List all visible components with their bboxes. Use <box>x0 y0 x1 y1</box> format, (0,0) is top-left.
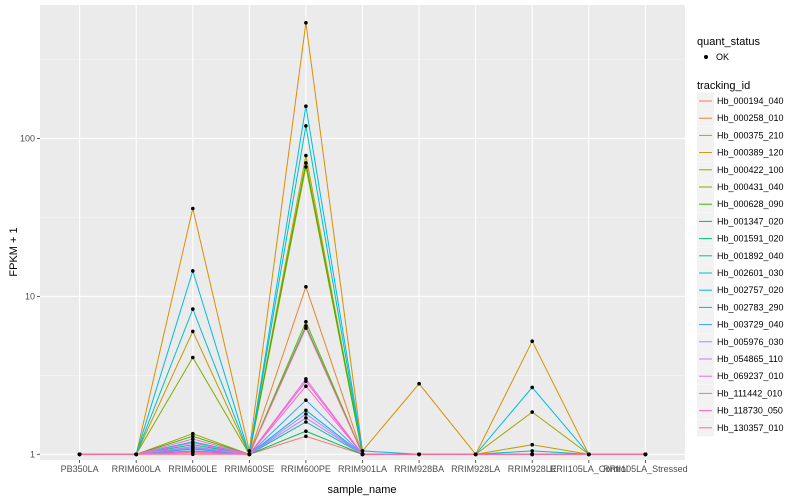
data-point <box>304 434 308 439</box>
x-tick-label: RRIM600PE <box>281 464 331 474</box>
legend-label-hb-001591-020: Hb_001591_020 <box>717 234 784 244</box>
data-point <box>360 449 365 453</box>
data-point <box>304 124 308 128</box>
data-point <box>304 429 308 434</box>
x-tick-label: RRIM928LA <box>451 464 500 474</box>
legend-items: Hb_000194_040 Hb_000258_010 Hb_000375_210 H… <box>697 92 784 437</box>
legend-label-hb-130357-010: Hb_130357_010 <box>717 423 784 433</box>
data-point <box>304 104 308 108</box>
data-point <box>530 442 534 447</box>
y-axis-title: FPKM + 1 <box>8 227 20 276</box>
legend-label-hb-005976-030: Hb_005976_030 <box>717 337 784 347</box>
data-point <box>247 449 252 453</box>
legend-label-hb-001892-040: Hb_001892_040 <box>717 251 784 261</box>
legend-label-hb-054865-110: Hb_054865_110 <box>717 354 783 364</box>
legend-label-hb-002757-020: Hb_002757_020 <box>717 285 784 295</box>
legend-label-ok: OK <box>716 52 729 62</box>
data-point <box>191 452 195 457</box>
legend-label-hb-111442-010: Hb_111442_010 <box>717 388 782 398</box>
data-point <box>304 408 308 413</box>
legend-label-hb-000375-210: Hb_000375_210 <box>717 130 784 140</box>
x-tick-label: RRII105LA_Control <box>550 464 628 474</box>
data-point <box>530 449 534 453</box>
legend-title-tracking-id: tracking_id <box>697 80 750 92</box>
data-point <box>191 206 195 211</box>
data-point <box>191 431 195 436</box>
data-point <box>191 355 195 360</box>
data-point <box>304 161 308 165</box>
x-axis-title: sample_name <box>327 484 396 496</box>
data-point <box>191 307 195 311</box>
data-point <box>417 452 421 457</box>
legend-label-hb-001347-020: Hb_001347_020 <box>717 216 784 226</box>
data-point <box>530 339 534 344</box>
x-tick-label: RRIM928BA <box>394 464 444 474</box>
data-point <box>360 452 365 457</box>
data-point <box>304 21 308 25</box>
y-tick-label: 10 <box>25 291 35 301</box>
x-axis: PB350LA RRIM600LA RRIM600LE RRIM600SE RRIM60… <box>61 460 688 474</box>
data-point <box>134 452 138 457</box>
data-point <box>304 412 308 416</box>
legend-label-hb-002601-030: Hb_002601_030 <box>717 268 784 278</box>
legend-label-hb-000389-120: Hb_000389_120 <box>717 148 784 158</box>
data-point <box>473 452 478 457</box>
x-tick-label: RRIM600LA <box>112 464 161 474</box>
data-point <box>530 410 534 414</box>
data-point <box>304 398 308 403</box>
legend-title-quant-status: quant_status <box>697 36 760 48</box>
legend-label-hb-000628-090: Hb_000628_090 <box>717 199 784 209</box>
data-points <box>77 21 648 457</box>
data-point <box>530 452 534 457</box>
legend-label-hb-000422-100: Hb_000422_100 <box>717 165 784 175</box>
data-point <box>304 384 308 389</box>
y-tick-label: 100 <box>20 133 35 143</box>
legend-label-hb-000258-010: Hb_000258_010 <box>717 113 784 123</box>
data-point <box>304 285 308 289</box>
legend-key-ok-point <box>704 55 708 59</box>
x-tick-label: RRIM901LA <box>338 464 387 474</box>
grid <box>40 5 685 460</box>
legend-label-hb-003729-040: Hb_003729_040 <box>717 320 784 330</box>
y-axis: 1 10 100 <box>20 133 40 459</box>
data-point <box>77 452 82 457</box>
data-point <box>304 165 308 169</box>
data-point <box>191 434 195 439</box>
data-point <box>191 449 195 454</box>
data-point <box>304 326 308 330</box>
data-point <box>304 379 308 384</box>
x-tick-label: RRIM600SE <box>224 464 274 474</box>
data-point <box>191 441 195 445</box>
data-point <box>191 269 195 273</box>
data-point <box>304 153 308 158</box>
legend: quant_status OK tracking_id Hb_000194_04… <box>697 36 784 437</box>
legend-label-hb-000431-040: Hb_000431_040 <box>717 182 784 192</box>
data-point <box>530 385 534 390</box>
legend-label-hb-069237-010: Hb_069237_010 <box>717 371 784 381</box>
data-point <box>191 329 195 334</box>
x-tick-label: RRIM928LE <box>508 464 557 474</box>
data-point <box>304 420 308 424</box>
data-point <box>417 381 421 386</box>
data-point <box>643 452 648 457</box>
data-point <box>191 444 195 449</box>
data-point <box>304 320 308 324</box>
data-point <box>247 452 252 457</box>
x-tick-label: RRII105LA_Stressed <box>603 464 688 474</box>
data-point <box>587 452 591 457</box>
x-tick-label: RRIM600LE <box>168 464 217 474</box>
legend-label-hb-118730-050: Hb_118730_050 <box>717 406 783 416</box>
legend-label-hb-000194-040: Hb_000194_040 <box>717 96 784 106</box>
data-point <box>304 416 308 420</box>
y-tick-label: 1 <box>30 449 35 459</box>
legend-label-hb-002783-290: Hb_002783_290 <box>717 302 784 312</box>
x-tick-label: PB350LA <box>61 464 99 474</box>
data-point <box>191 437 195 441</box>
